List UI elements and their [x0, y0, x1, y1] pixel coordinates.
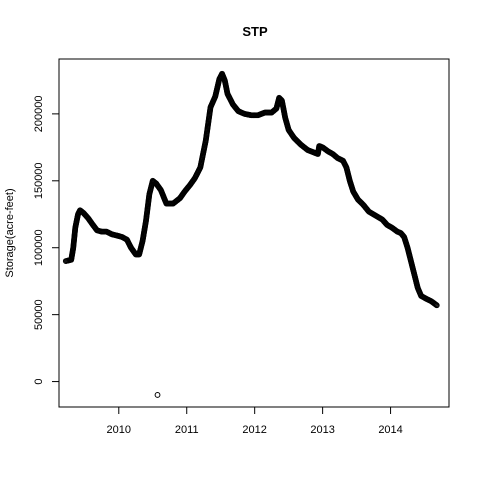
x-tick-label: 2010: [107, 424, 131, 436]
y-tick-label: 0: [33, 379, 45, 385]
data-point: [433, 302, 440, 309]
x-tick-label: 2014: [378, 424, 402, 436]
x-tick-label: 2013: [310, 424, 334, 436]
y-tick-label: 150000: [33, 162, 45, 199]
x-axis: 2010 2011 2012 2013 2014: [107, 407, 403, 436]
y-tick-label: 100000: [33, 229, 45, 266]
chart-title: STP: [242, 24, 268, 39]
y-axis: 0 50000 100000 150000 200000: [33, 96, 59, 385]
data-point: [154, 392, 161, 398]
y-tick-label: 200000: [33, 96, 45, 133]
y-tick-label: 50000: [33, 299, 45, 330]
x-tick-label: 2011: [175, 424, 199, 436]
y-axis-label: Storage(acre-feet): [4, 188, 16, 277]
plot-frame: [58, 58, 450, 408]
data-points: [62, 70, 440, 398]
x-tick-label: 2012: [242, 424, 266, 436]
